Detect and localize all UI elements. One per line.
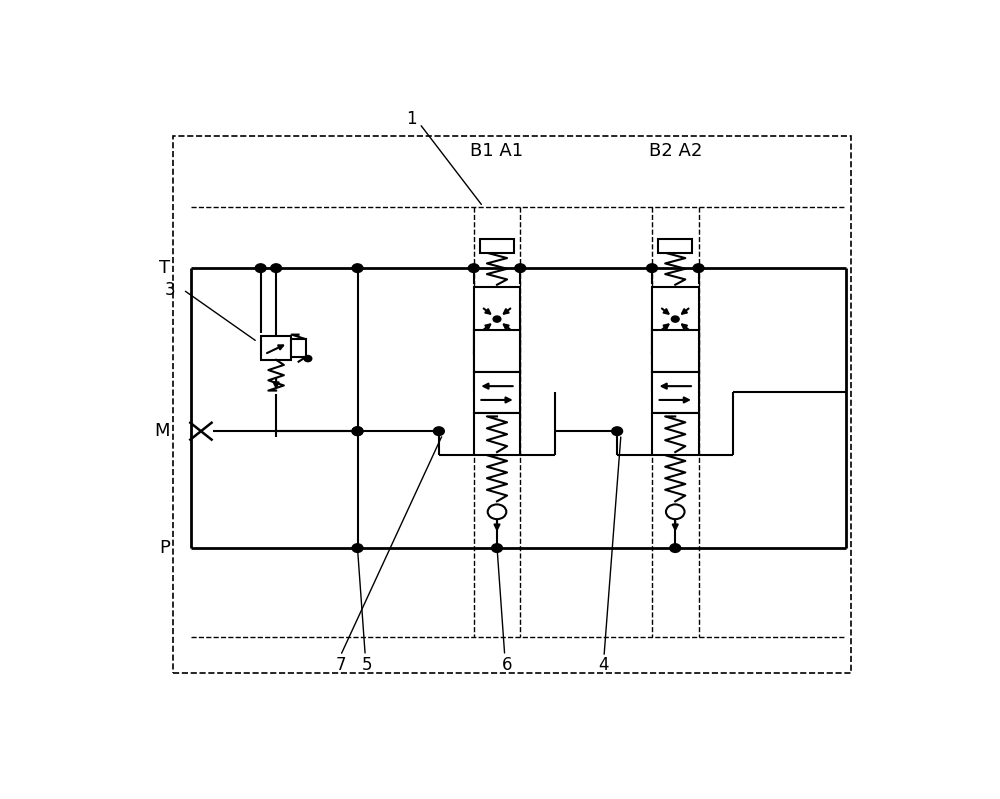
- Text: P: P: [159, 539, 170, 557]
- Circle shape: [433, 427, 444, 435]
- Bar: [652, 330, 698, 372]
- Circle shape: [352, 427, 363, 435]
- Text: M: M: [154, 422, 170, 440]
- Bar: [652, 413, 698, 455]
- Circle shape: [271, 264, 282, 272]
- Bar: [474, 413, 520, 455]
- Text: B2 A2: B2 A2: [649, 142, 702, 161]
- Text: T: T: [159, 259, 170, 277]
- Bar: [480, 239, 514, 252]
- Circle shape: [352, 427, 363, 435]
- Bar: [173, 137, 851, 673]
- Text: 7: 7: [335, 656, 346, 674]
- Bar: [474, 330, 520, 372]
- Circle shape: [670, 544, 681, 552]
- Circle shape: [612, 427, 623, 435]
- Bar: [474, 287, 520, 354]
- Circle shape: [352, 544, 363, 552]
- Circle shape: [671, 316, 679, 322]
- Text: 4: 4: [599, 656, 609, 674]
- Circle shape: [515, 264, 526, 272]
- Bar: [652, 372, 698, 413]
- Circle shape: [493, 316, 501, 322]
- Text: 3: 3: [165, 280, 175, 299]
- Text: 5: 5: [362, 656, 372, 674]
- Bar: [658, 239, 692, 252]
- Bar: [652, 287, 698, 354]
- Text: 1: 1: [406, 110, 417, 129]
- Bar: [474, 372, 520, 413]
- Circle shape: [647, 264, 657, 272]
- Circle shape: [352, 264, 363, 272]
- Circle shape: [488, 504, 506, 519]
- Circle shape: [468, 264, 479, 272]
- Text: 6: 6: [502, 656, 512, 674]
- Text: B1 A1: B1 A1: [470, 142, 524, 161]
- Bar: [261, 336, 291, 360]
- Circle shape: [304, 356, 312, 362]
- Circle shape: [492, 544, 502, 552]
- Circle shape: [693, 264, 704, 272]
- Circle shape: [255, 264, 266, 272]
- Bar: [291, 339, 306, 357]
- Circle shape: [666, 504, 685, 519]
